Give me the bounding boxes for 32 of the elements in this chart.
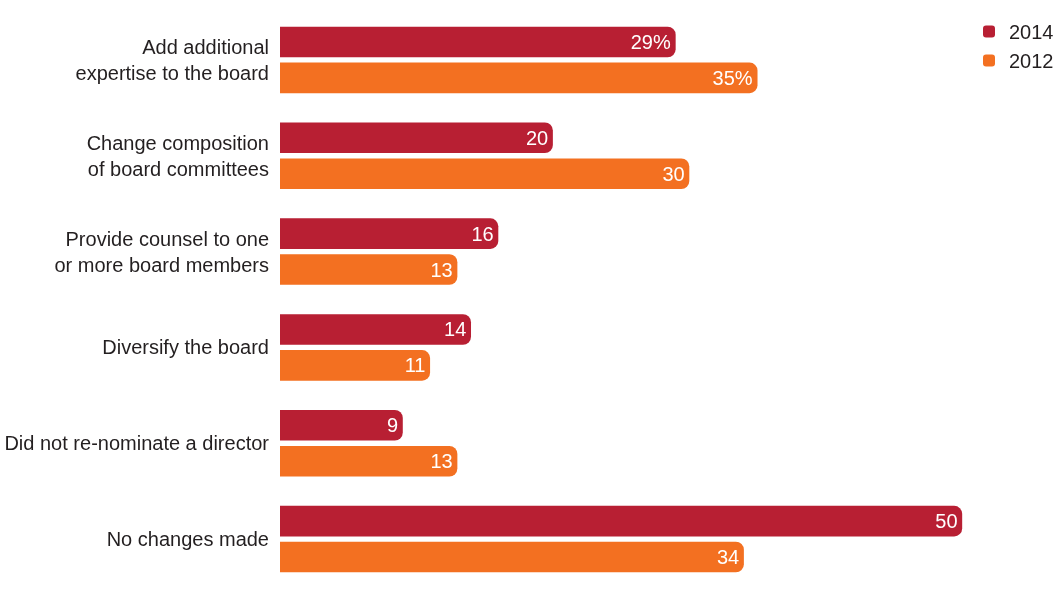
y-tick-label: Diversify the board [102, 336, 269, 359]
data-label: 29% [630, 30, 671, 53]
data-label: 34 [716, 546, 740, 569]
bar [280, 350, 431, 381]
bar [280, 445, 458, 477]
y-tick-label: Change composition of board committees [86, 131, 269, 180]
data-label: 50 [935, 510, 958, 533]
bar [280, 410, 403, 441]
legend-label: 2014 [1009, 21, 1054, 44]
data-label: 14 [444, 318, 467, 341]
bar [280, 62, 758, 94]
y-tick-label: Provide counsel to one or more board members [54, 227, 269, 276]
bar [280, 314, 472, 345]
bar [280, 158, 690, 189]
data-label: 16 [471, 222, 494, 245]
y-tick-label: No changes made [106, 528, 269, 551]
data-label: 20 [525, 126, 549, 149]
bar [280, 254, 458, 285]
y-tick-label: Did not re-nominate a director [4, 432, 270, 455]
y-tick-label: Add additional expertise to the board [75, 35, 269, 84]
legend-label: 2012 [1009, 50, 1054, 73]
bar [280, 26, 676, 58]
data-label: 30 [662, 162, 685, 185]
data-label: 13 [430, 450, 453, 473]
data-label: 9 [386, 414, 399, 437]
bar [280, 122, 553, 154]
data-label: 35% [712, 66, 753, 89]
bar [280, 218, 499, 249]
bar [280, 541, 744, 573]
bar [280, 505, 963, 537]
data-label: 11 [404, 354, 426, 377]
data-label: 13 [430, 258, 453, 281]
